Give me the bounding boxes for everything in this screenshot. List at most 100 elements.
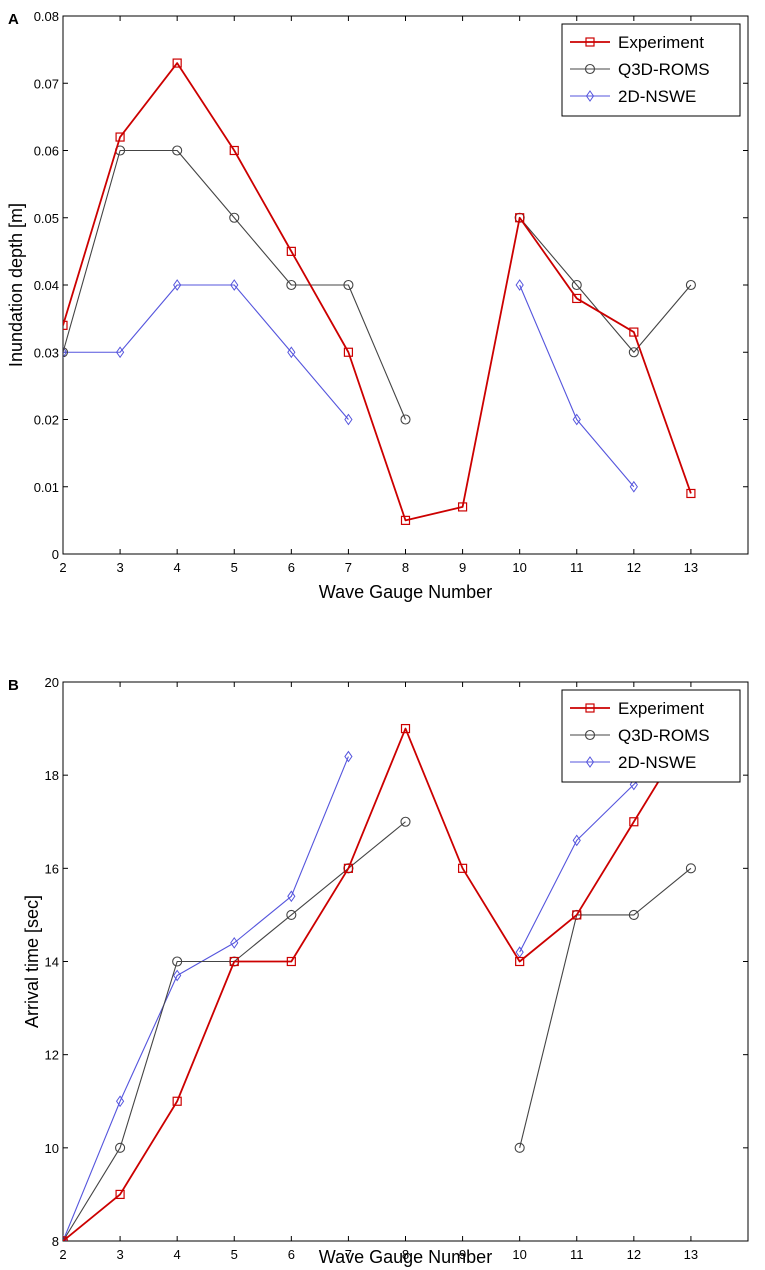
legend-label-experiment: Experiment <box>618 33 704 52</box>
data-point-experiment <box>343 347 354 357</box>
x-tick-label: 8 <box>402 560 409 575</box>
legend-label-experiment: Experiment <box>618 699 704 718</box>
data-point-2d-nswe <box>173 969 182 982</box>
y-tick-label: 0.08 <box>34 9 59 24</box>
data-point-q3d-roms <box>115 1142 126 1153</box>
y-tick-label: 10 <box>45 1141 59 1156</box>
x-tick-label: 12 <box>627 560 641 575</box>
data-point-q3d-roms <box>286 909 297 920</box>
data-point-experiment <box>515 956 525 967</box>
y-tick-label: 14 <box>45 955 59 970</box>
data-point-q3d-roms <box>400 414 411 425</box>
y-axis-label: Inundation depth [m] <box>6 203 26 367</box>
data-point-experiment <box>172 58 182 68</box>
legend: Experiment Q3D-ROMS 2D-NSWE <box>561 23 741 117</box>
data-point-experiment <box>572 293 582 304</box>
series-experiment <box>63 58 696 525</box>
data-point-q3d-roms <box>63 347 69 358</box>
y-tick-label: 0 <box>52 547 59 562</box>
data-point-experiment <box>229 145 239 156</box>
chart-panel-a: A 2 3 4 5 6 7 8 9 10 11 12 13 0 0.01 0.02 0.03 0.04 0.05 0.… <box>6 9 749 602</box>
data-point-experiment <box>629 327 639 337</box>
legend-box <box>561 23 741 117</box>
legend-marker-q3d-roms <box>584 729 596 741</box>
y-tick-label: 16 <box>45 861 59 876</box>
legend-box <box>561 689 741 783</box>
y-tick-label: 18 <box>45 768 59 783</box>
x-tick-label: 2 <box>59 560 66 575</box>
data-point-2d-nswe <box>287 346 296 359</box>
legend-label-2d-nswe: 2D-NSWE <box>618 87 696 106</box>
series-line-2d-nswe <box>63 284 349 420</box>
data-point-experiment <box>286 956 296 967</box>
chart-panel-b: B 2 3 4 5 6 7 8 9 10 11 12 13 8 10 12 14 16 18 20 Wave Gauge… <box>8 675 749 1267</box>
x-tick-label: 9 <box>459 560 466 575</box>
data-point-q3d-roms <box>628 909 639 920</box>
y-tick-label: 0.07 <box>34 76 59 91</box>
legend-label-q3d-roms: Q3D-ROMS <box>618 726 710 745</box>
legend-marker-2d-nswe <box>585 90 595 102</box>
data-point-q3d-roms <box>514 1142 525 1153</box>
legend-marker-2d-nswe <box>585 756 595 768</box>
data-point-experiment <box>515 213 525 223</box>
series-line-q3d-roms <box>519 867 692 1148</box>
x-axis-label: Wave Gauge Number <box>319 582 492 602</box>
y-tick-label: 0.04 <box>34 278 59 293</box>
data-point-2d-nswe <box>63 346 68 359</box>
data-point-experiment <box>686 488 696 499</box>
data-point-experiment <box>229 956 239 967</box>
x-tick-label: 4 <box>174 560 181 575</box>
data-point-2d-nswe <box>344 750 353 763</box>
data-point-2d-nswe <box>572 834 581 847</box>
y-tick-label: 0.06 <box>34 144 59 159</box>
data-point-experiment <box>172 1096 182 1106</box>
data-point-q3d-roms <box>172 956 183 967</box>
data-point-2d-nswe <box>230 279 239 291</box>
legend-label-q3d-roms: Q3D-ROMS <box>618 60 710 79</box>
x-tick-label: 3 <box>116 560 123 575</box>
series-2d-nswe <box>63 279 638 493</box>
data-point-2d-nswe <box>287 890 296 903</box>
series-line-2d-nswe <box>63 756 349 1241</box>
panel-label: B <box>8 677 19 694</box>
y-tick-label: 8 <box>52 1234 59 1249</box>
data-point-experiment <box>115 132 125 142</box>
x-tick-label: 2 <box>59 1247 66 1262</box>
x-tick-label: 3 <box>116 1247 123 1262</box>
data-point-experiment <box>629 817 639 827</box>
data-point-q3d-roms <box>172 145 183 156</box>
x-tick-label: 5 <box>231 560 238 575</box>
data-point-2d-nswe <box>629 480 638 493</box>
x-tick-label: 6 <box>288 1247 295 1262</box>
y-tick-label: 0.03 <box>34 345 59 360</box>
y-tick-label: 0.05 <box>34 211 59 226</box>
x-tick-label: 10 <box>512 560 526 575</box>
data-point-experiment <box>400 723 411 734</box>
data-point-q3d-roms <box>628 347 639 358</box>
x-tick-label: 7 <box>345 560 352 575</box>
x-tick-label: 13 <box>684 1247 698 1262</box>
series-layer <box>63 722 696 1241</box>
data-point-2d-nswe <box>230 936 239 949</box>
x-tick-label: 4 <box>174 1247 181 1262</box>
x-tick-label: 5 <box>231 1247 238 1262</box>
x-tick-label: 10 <box>512 1247 526 1262</box>
x-tick-label: 12 <box>627 1247 641 1262</box>
data-point-2d-nswe <box>572 413 581 426</box>
data-point-experiment <box>400 515 411 525</box>
x-tick-label: 13 <box>684 560 698 575</box>
data-point-q3d-roms <box>400 816 411 827</box>
data-point-experiment <box>343 863 354 873</box>
data-point-2d-nswe <box>515 279 524 291</box>
y-axis-label: Arrival time [sec] <box>22 895 42 1028</box>
data-point-experiment <box>572 910 582 920</box>
data-point-q3d-roms <box>571 279 582 291</box>
data-point-q3d-roms <box>685 279 696 291</box>
legend-marker-experiment <box>585 37 595 47</box>
data-point-experiment <box>63 320 68 330</box>
x-axis-label: Wave Gauge Number <box>319 1247 492 1267</box>
data-point-q3d-roms <box>229 212 240 223</box>
legend-marker-q3d-roms <box>584 63 596 75</box>
data-point-experiment <box>115 1189 125 1200</box>
data-point-2d-nswe <box>344 413 353 426</box>
